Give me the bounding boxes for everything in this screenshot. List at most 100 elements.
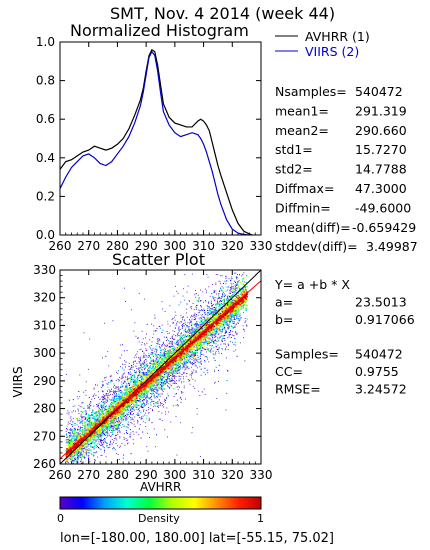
scatter-density-point <box>215 340 217 342</box>
scatter-density-point <box>183 381 185 383</box>
scatter-density-point <box>204 374 206 376</box>
scatter-density-point <box>203 321 205 323</box>
scatter-density-point <box>198 358 200 360</box>
scatter-density-point <box>187 359 189 361</box>
scatter-density-point <box>194 352 196 354</box>
histogram-x-tick-label: 290 <box>135 239 158 253</box>
scatter-density-point <box>96 415 98 417</box>
scatter-density-point <box>222 319 224 320</box>
scatter-density-point <box>167 373 169 375</box>
scatter-density-point <box>165 336 167 338</box>
scatter-density-point <box>211 314 213 316</box>
scatter-density-point <box>207 358 209 360</box>
scatter-density-point <box>139 398 140 400</box>
scatter-density-point <box>225 305 227 307</box>
scatter-density-point <box>239 319 241 321</box>
scatter-density-point <box>175 314 177 316</box>
scatter-density-point <box>189 329 191 331</box>
scatter-density-point <box>161 358 163 360</box>
scatter-density-point <box>234 326 236 328</box>
scatter-density-point <box>84 447 86 449</box>
scatter-density-point <box>140 397 142 399</box>
scatter-density-point <box>115 400 117 402</box>
scatter-density-point <box>239 274 240 276</box>
scatter-density-point <box>137 400 139 402</box>
scatter-density-point <box>80 454 82 456</box>
scatter-density-point <box>77 456 79 458</box>
scatter-density-point <box>100 406 102 408</box>
scatter-density-point <box>70 429 71 431</box>
scatter-density-point <box>146 395 148 397</box>
scatter-density-point <box>135 406 137 408</box>
scatter-density-point <box>177 385 179 387</box>
scatter-density-point <box>204 317 206 319</box>
scatter-density-point <box>174 348 175 350</box>
scatter-density-point <box>80 448 82 449</box>
scatter-density-point <box>164 353 166 355</box>
scatter-density-point <box>76 424 78 426</box>
scatter-density-point <box>229 297 232 299</box>
scatter-density-point <box>238 288 240 290</box>
scatter-density-point <box>178 343 180 345</box>
scatter-density-point <box>137 394 139 396</box>
scatter-density-point <box>183 360 185 362</box>
scatter-density-point <box>222 295 224 297</box>
scatter-density-point <box>133 370 135 372</box>
scatter-density-point <box>195 325 197 327</box>
scatter-density-point <box>200 324 201 326</box>
scatter-density-point <box>94 435 96 438</box>
scatter-density-point <box>98 406 100 408</box>
scatter-density-point <box>219 301 221 302</box>
scatter-density-point <box>225 277 227 279</box>
scatter-density-point <box>141 380 142 382</box>
scatter-density-point <box>191 327 193 329</box>
scatter-density-point <box>130 381 132 383</box>
scatter-density-point <box>183 323 185 324</box>
scatter-density-point <box>119 399 121 401</box>
scatter-density-point <box>210 310 212 312</box>
scatter-density-point <box>82 419 84 421</box>
scatter-density-point <box>156 360 158 362</box>
scatter-density-point <box>87 418 89 420</box>
scatter-density-point <box>84 418 86 419</box>
scatter-density-point <box>143 396 145 398</box>
scatter-density-point <box>209 341 211 343</box>
scatter-density-point <box>226 286 228 288</box>
scatter-density-point <box>178 332 179 334</box>
scatter-density-point <box>198 348 200 350</box>
scatter-density-point <box>107 427 109 429</box>
scatter-density-point <box>188 360 190 362</box>
scatter-density-point <box>194 312 196 314</box>
scatter-density-point <box>182 372 184 374</box>
scatter-density-point <box>79 435 81 437</box>
scatter-density-point <box>159 325 161 327</box>
scatter-density-point <box>180 368 182 370</box>
scatter-density-point <box>162 353 164 355</box>
histogram-y-tick-label: 0.6 <box>36 112 55 126</box>
scatter-density-point <box>235 310 237 312</box>
scatter-density-point <box>103 397 105 399</box>
scatter-density-point <box>81 402 83 404</box>
scatter-density-point <box>149 366 151 368</box>
scatter-density-point <box>176 383 177 384</box>
scatter-density-point <box>90 453 92 455</box>
scatter-density-point <box>220 343 222 345</box>
scatter-density-point <box>157 354 159 356</box>
scatter-density-point <box>211 307 213 309</box>
scatter-density-point <box>156 396 158 397</box>
scatter-density-point <box>91 398 93 400</box>
scatter-density-point <box>82 433 84 435</box>
histogram-x-tick-label: 320 <box>221 239 244 253</box>
scatter-density-point <box>215 328 217 330</box>
scatter-density-point <box>206 347 208 349</box>
scatter-density-point <box>168 411 169 413</box>
scatter-density-point <box>91 412 93 414</box>
scatter-density-point <box>223 306 225 307</box>
scatter-density-point <box>192 378 194 380</box>
scatter-density-point <box>189 335 191 337</box>
scatter-density-point <box>176 343 178 345</box>
scatter-density-point <box>159 346 160 348</box>
scatter-density-point <box>220 287 221 289</box>
scatter-density-point <box>178 350 180 352</box>
scatter-density-point <box>229 289 231 291</box>
